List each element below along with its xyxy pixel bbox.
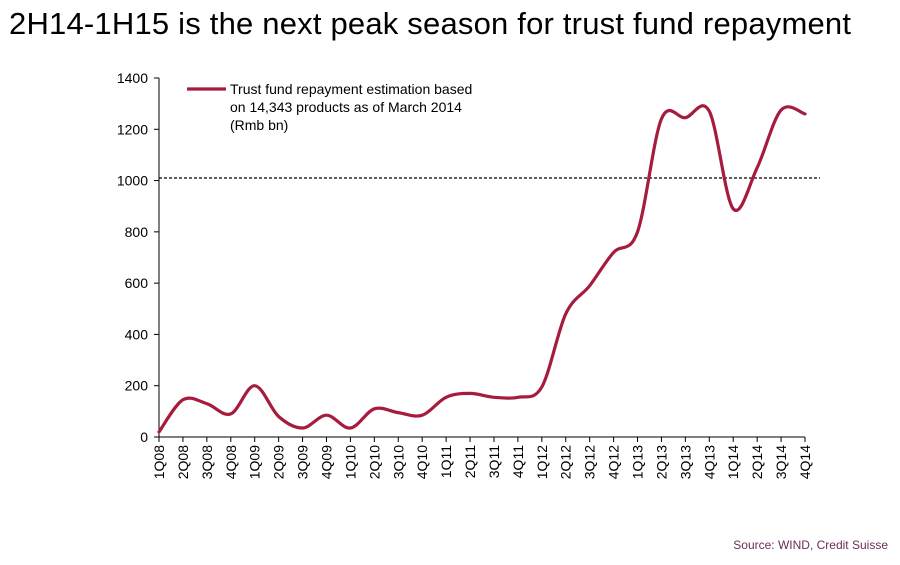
x-tick-label: 1Q09 [247, 445, 263, 479]
data-point [779, 108, 783, 112]
x-tick-label: 4Q11 [510, 445, 526, 478]
y-tick-label: 200 [125, 378, 149, 394]
data-point [444, 395, 448, 399]
x-tick-label: 2Q08 [175, 445, 191, 479]
y-tick-label: 400 [125, 326, 149, 342]
data-point [324, 413, 328, 417]
y-tick-label: 800 [125, 224, 149, 240]
x-tick-label: 1Q14 [725, 445, 741, 479]
x-tick-label: 2Q14 [749, 445, 765, 479]
y-tick-label: 1000 [117, 173, 148, 189]
legend: Trust fund repayment estimation based on … [187, 81, 472, 133]
data-point [301, 426, 305, 430]
series-group [157, 104, 807, 434]
x-tick-label: 4Q14 [797, 445, 813, 479]
y-tick-label: 1400 [117, 70, 148, 86]
data-point [683, 116, 687, 120]
data-point [181, 398, 185, 402]
data-point [707, 109, 711, 113]
x-tick-label: 2Q13 [653, 445, 669, 479]
x-tick-label: 1Q08 [151, 445, 167, 479]
legend-label-line: Trust fund repayment estimation based [230, 81, 472, 97]
x-tick-label: 4Q10 [414, 445, 430, 479]
data-point [540, 385, 544, 389]
data-point [803, 112, 807, 116]
axes [158, 78, 805, 438]
data-point [205, 402, 209, 406]
data-point [659, 117, 663, 121]
legend-label-line: on 14,343 products as of March 2014 [230, 99, 462, 115]
x-tick-label: 4Q09 [318, 445, 334, 479]
data-point [755, 166, 759, 170]
x-tick-label: 3Q14 [773, 445, 789, 479]
x-axis-ticks: 1Q08 2Q08 3Q08 4Q08 1Q09 2Q09 3Q09 4Q09 1Q10 2Q10… [151, 437, 813, 479]
data-point [157, 430, 161, 434]
x-tick-label: 4Q13 [701, 445, 717, 479]
x-tick-label: 3Q08 [199, 445, 215, 479]
data-point [636, 230, 640, 234]
data-point [372, 407, 376, 411]
x-tick-label: 3Q09 [295, 445, 311, 479]
x-tick-label: 4Q08 [223, 445, 239, 479]
x-tick-label: 2Q12 [558, 445, 574, 479]
x-tick-label: 2Q11 [462, 445, 478, 478]
data-point [396, 411, 400, 415]
y-tick-label: 0 [140, 429, 148, 445]
source-note: Source: WIND, Credit Suisse [733, 538, 888, 552]
data-point [516, 395, 520, 399]
data-point [420, 413, 424, 417]
x-tick-label: 3Q13 [677, 445, 693, 479]
x-tick-label: 1Q11 [438, 445, 454, 478]
x-tick-label: 3Q11 [486, 445, 502, 478]
data-point [731, 207, 735, 211]
slide-title: 2H14-1H15 is the next peak season for tr… [9, 6, 852, 41]
data-point [612, 250, 616, 254]
data-point [588, 284, 592, 288]
x-tick-label: 2Q09 [271, 445, 287, 479]
x-tick-label: 4Q12 [606, 445, 622, 479]
series-line-trust-fund-repayment [157, 104, 807, 434]
data-point [468, 391, 472, 395]
data-point [492, 395, 496, 399]
x-tick-label: 1Q13 [630, 445, 646, 479]
legend-label-line: (Rmb bn) [230, 117, 288, 133]
x-tick-label: 3Q12 [582, 445, 598, 479]
data-point [277, 414, 281, 418]
y-tick-label: 1200 [117, 121, 148, 137]
data-point [229, 412, 233, 416]
x-tick-label: 2Q10 [366, 445, 382, 479]
data-point [253, 384, 257, 388]
data-point [348, 426, 352, 430]
y-axis-ticks: 0 200 400 600 800 1000 1200 1400 [117, 70, 159, 445]
x-tick-label: 1Q10 [342, 445, 358, 479]
y-tick-label: 600 [125, 275, 149, 291]
x-tick-label: 1Q12 [534, 445, 550, 479]
x-tick-label: 3Q10 [390, 445, 406, 479]
data-point [564, 312, 568, 316]
